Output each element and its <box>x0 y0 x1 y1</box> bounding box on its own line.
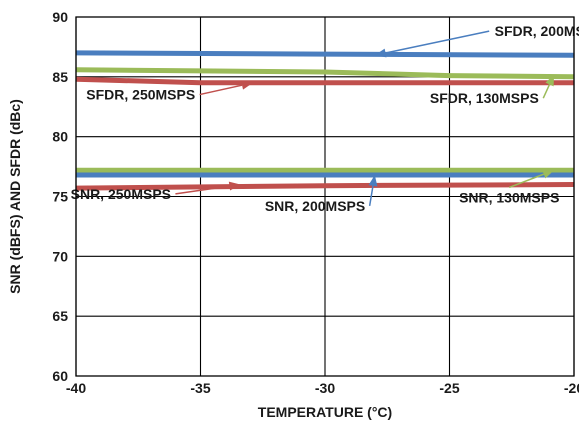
x-tick-label: -20 <box>564 380 579 396</box>
annotation-arrow-line <box>175 185 230 195</box>
annotation-arrow-line <box>368 185 374 206</box>
y-tick-label: 65 <box>52 308 68 324</box>
x-tick-label: -30 <box>315 380 335 396</box>
plot-frame <box>75 16 575 377</box>
series-line-sfdr-200msps <box>75 50 575 58</box>
annotation-arrow-line <box>542 84 551 99</box>
annotation-arrowhead <box>241 80 253 90</box>
y-tick-label: 90 <box>52 9 68 25</box>
annotations-group: SFDR, 200MSPS SFDR, 250MSPS SFDR, 130MSPS S… <box>71 23 579 214</box>
annotation-arrowhead <box>542 169 555 179</box>
y-tick-label: 70 <box>52 248 68 264</box>
y-tick-labels: 60 65 70 75 80 85 90 <box>52 9 68 384</box>
annotation-arrowhead <box>374 48 387 58</box>
y-tick-label: 80 <box>52 129 68 145</box>
annotation-label-sfdr-130msps: SFDR, 130MSPS <box>430 90 539 106</box>
annotation-arrowhead <box>228 181 241 191</box>
x-tick-label: -35 <box>190 380 210 396</box>
annotation-label-snr-200msps: SNR, 200MSPS <box>265 198 365 214</box>
x-tick-label: -25 <box>439 380 459 396</box>
annotation-arrow-line <box>508 173 545 189</box>
x-tick-label: -40 <box>66 380 86 396</box>
x-tick-labels: -40 -35 -30 -25 -20 <box>66 380 579 396</box>
annotation-arrowhead <box>545 74 555 87</box>
annotation-label-snr-250msps: SNR, 250MSPS <box>71 186 171 202</box>
annotation-arrow-line <box>199 84 243 96</box>
series-line-sfdr-130msps <box>75 67 575 80</box>
annotation-arrowhead <box>368 174 378 187</box>
y-tick-label: 75 <box>52 189 68 205</box>
annotation-label-sfdr-250msps: SFDR, 250MSPS <box>86 87 195 103</box>
series-line-sfdr-250msps <box>75 76 574 86</box>
series-group <box>75 50 575 191</box>
series-line-snr-250msps <box>75 182 575 191</box>
annotation-arrow-line <box>385 30 490 54</box>
annotation-label-snr-130msps: SNR, 130MSPS <box>459 189 559 205</box>
annotation-label-sfdr-200msps: SFDR, 200MSPS <box>495 23 579 39</box>
y-axis-label: SNR (dBFS) AND SFDR (dBc) <box>7 99 23 294</box>
x-axis-label: TEMPERATURE (°C) <box>258 404 392 420</box>
y-tick-label: 60 <box>52 368 68 384</box>
y-tick-label: 85 <box>52 69 68 85</box>
